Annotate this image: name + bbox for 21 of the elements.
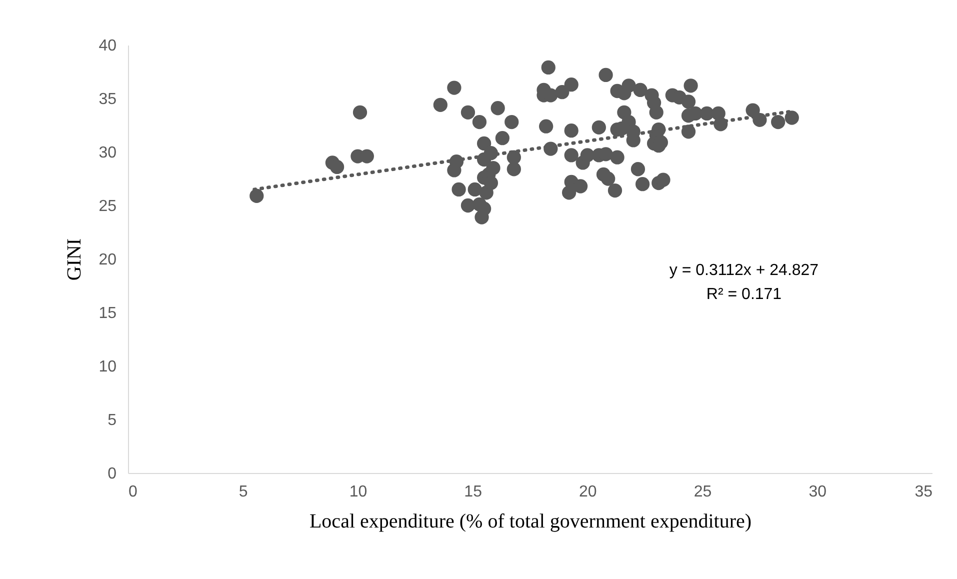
x-tick-label: 20: [579, 484, 597, 500]
y-tick-label: 20: [98, 252, 117, 268]
x-tick-label: 0: [128, 484, 138, 500]
y-tick-label: 0: [108, 466, 117, 482]
y-tick-label: 35: [98, 91, 117, 108]
y-tick-label: 40: [98, 38, 117, 54]
x-tick-label: 25: [694, 484, 712, 500]
annotation: R² = 0.171: [706, 286, 782, 303]
y-tick-label: 30: [98, 144, 117, 162]
x-tick-label: 35: [914, 484, 933, 500]
y-axis-title: GINI: [64, 238, 86, 281]
y-tick-label: 5: [108, 412, 117, 429]
y-tick-label: 25: [98, 198, 117, 215]
x-tick-label: 15: [464, 484, 482, 500]
x-tick-label: 10: [349, 484, 368, 500]
x-tick-label: 30: [808, 484, 827, 500]
y-tick-label: 10: [98, 358, 117, 376]
annotation: y = 0.3112x + 24.827: [669, 262, 819, 279]
x-tick-label: 5: [238, 484, 248, 500]
x-axis-title: Local expenditure (% of total government expenditure): [309, 510, 752, 532]
y-tick-label: 15: [98, 305, 117, 322]
